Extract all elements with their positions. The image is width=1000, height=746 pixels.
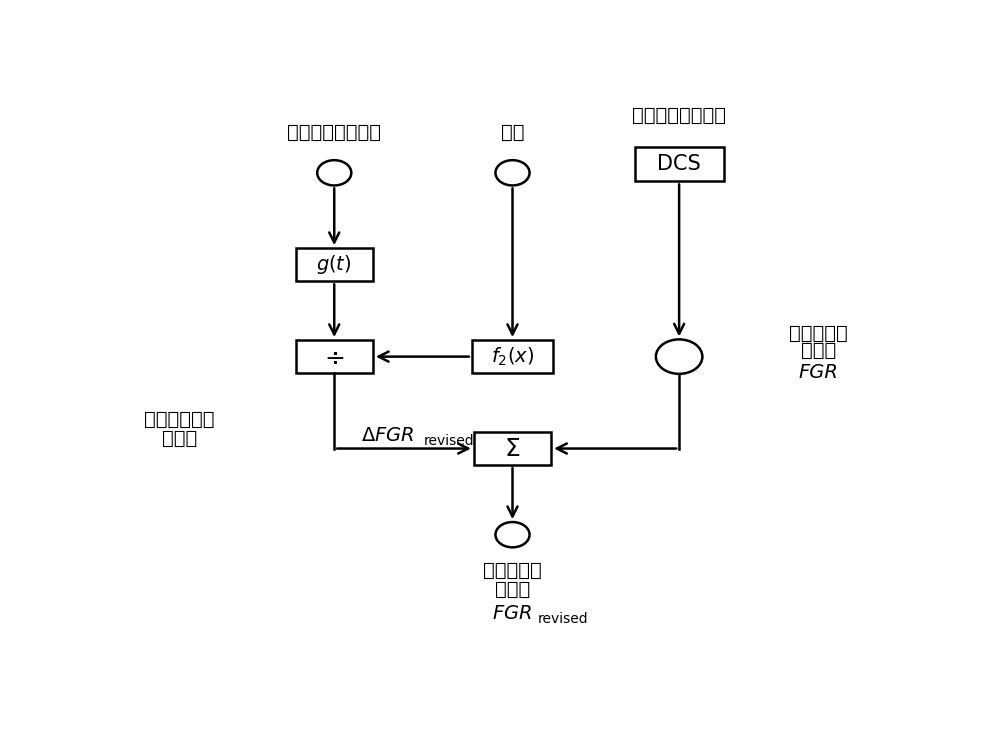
Text: FGR: FGR xyxy=(799,363,839,382)
Text: $g(t)$: $g(t)$ xyxy=(316,253,352,276)
Bar xyxy=(474,432,551,466)
Text: 量新值: 量新值 xyxy=(495,580,530,599)
Text: 量指令: 量指令 xyxy=(801,342,836,360)
Text: revised: revised xyxy=(423,434,474,448)
Text: 机组协调控制系统: 机组协调控制系统 xyxy=(632,106,726,125)
Bar xyxy=(296,340,373,373)
Bar xyxy=(635,147,724,181)
Text: $f_2(x)$: $f_2(x)$ xyxy=(491,345,534,368)
Text: DCS: DCS xyxy=(657,154,701,175)
Text: $\Sigma$: $\Sigma$ xyxy=(504,436,521,460)
Bar xyxy=(296,248,373,281)
Bar xyxy=(472,340,553,373)
Text: $FGR$: $FGR$ xyxy=(492,604,533,623)
Text: 烟气再循环: 烟气再循环 xyxy=(483,561,542,580)
Text: 负荷: 负荷 xyxy=(501,123,524,142)
Text: 烟气再循环量: 烟气再循环量 xyxy=(144,410,214,429)
Text: 前馈值: 前馈值 xyxy=(162,429,197,448)
Text: revised: revised xyxy=(537,612,588,626)
Text: $\div$: $\div$ xyxy=(324,345,344,369)
Text: 烟气再循环: 烟气再循环 xyxy=(789,325,848,343)
Text: 省煤器进出口参数: 省煤器进出口参数 xyxy=(287,123,381,142)
Text: $\Delta FGR$: $\Delta FGR$ xyxy=(361,426,415,445)
